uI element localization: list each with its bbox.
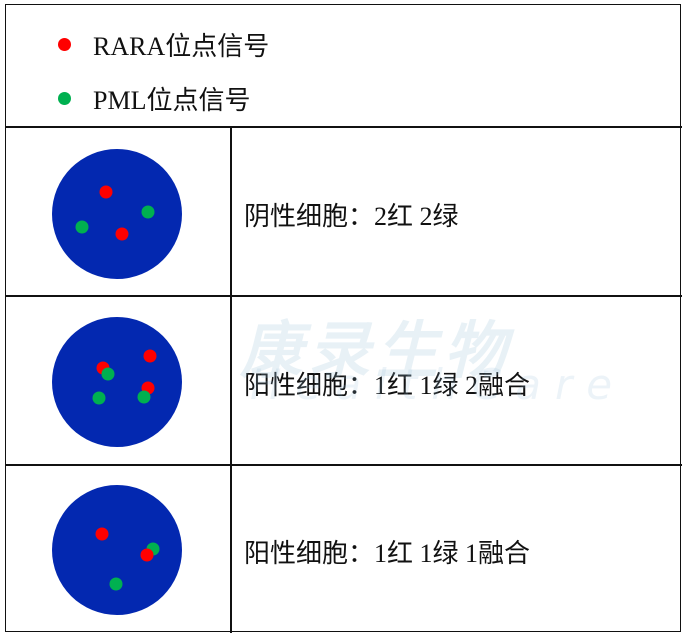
legend-label: PML位点信号 [93, 86, 251, 115]
row-label-negative: 阴性细胞：2红 2绿 [244, 202, 459, 231]
cell-nucleus [52, 317, 182, 447]
divider [5, 295, 682, 297]
legend-item-rara: RARA位点信号 [58, 26, 269, 63]
green-signal-dot [109, 577, 123, 591]
row-label-positive-2fusion: 阳性细胞：1红 1绿 2融合 [244, 371, 531, 400]
red-signal-dot [140, 548, 154, 562]
cell-nucleus [52, 485, 182, 615]
legend-item-pml: PML位点信号 [58, 80, 250, 117]
row-label-positive-1fusion: 阳性细胞：1红 1绿 1融合 [244, 539, 531, 568]
red-dot-icon [58, 38, 71, 51]
red-signal-dot [143, 349, 157, 363]
legend-label: RARA位点信号 [93, 32, 270, 61]
table-frame [5, 4, 681, 632]
red-signal-dot [99, 185, 113, 199]
divider [5, 464, 682, 466]
column-divider [230, 127, 232, 633]
green-signal-dot [101, 367, 115, 381]
green-signal-dot [141, 205, 155, 219]
green-dot-icon [58, 92, 71, 105]
green-signal-dot [137, 390, 151, 404]
red-signal-dot [95, 527, 109, 541]
green-signal-dot [75, 220, 89, 234]
green-signal-dot [92, 391, 106, 405]
red-signal-dot [115, 227, 129, 241]
divider [5, 126, 682, 128]
cell-nucleus [52, 149, 182, 279]
